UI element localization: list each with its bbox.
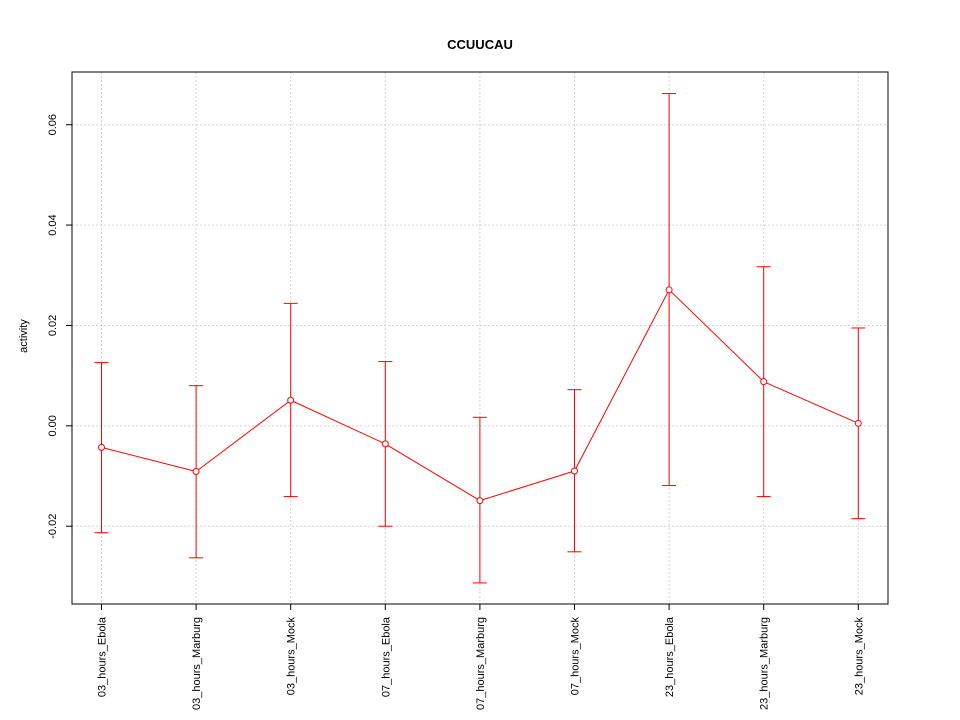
x-tick-label: 03_hours_Marburg bbox=[191, 617, 203, 710]
data-point bbox=[760, 378, 768, 386]
data-point bbox=[571, 467, 578, 475]
series-line-segment bbox=[290, 399, 386, 445]
x-tick-label: 23_hours_Marburg bbox=[759, 617, 771, 710]
x-axis: 03_hours_Ebola 03_hours_Marburg 03_hours_M… bbox=[97, 604, 865, 710]
x-tick-label: 07_hours_Ebola bbox=[380, 616, 392, 697]
x-tick-label: 23_hours_Mock bbox=[853, 617, 865, 696]
y-axis: -0.02 0.00 0.02 0.04 0.06 bbox=[47, 114, 72, 539]
x-tick-label: 03_hours_Ebola bbox=[97, 616, 109, 697]
y-tick-label: 0.00 bbox=[47, 415, 59, 436]
x-tick-label: 07_hours_Mock bbox=[570, 617, 582, 696]
x-tick-label: 23_hours_Ebola bbox=[664, 616, 676, 697]
series-line-segment bbox=[195, 399, 292, 472]
data-point bbox=[381, 440, 389, 448]
x-tick-label: 07_hours_Marburg bbox=[475, 617, 487, 710]
series-line-segment bbox=[385, 443, 481, 502]
error-bars bbox=[94, 93, 866, 584]
data-point bbox=[854, 419, 862, 427]
data-point bbox=[287, 396, 295, 404]
data-points bbox=[98, 286, 862, 505]
data-point bbox=[98, 443, 105, 451]
series-lines bbox=[101, 289, 859, 502]
y-tick-label: -0.02 bbox=[47, 514, 59, 539]
y-tick-label: 0.06 bbox=[47, 114, 59, 135]
chart-title: CCUUCAU bbox=[447, 37, 513, 52]
y-axis-label: activity bbox=[18, 319, 30, 353]
data-point bbox=[665, 286, 673, 294]
y-tick-label: 0.02 bbox=[47, 315, 59, 336]
y-tick-label: 0.04 bbox=[47, 214, 59, 235]
series-line-segment bbox=[101, 446, 197, 472]
series-line-segment bbox=[668, 289, 765, 383]
series-line-segment bbox=[574, 289, 670, 472]
series-line-segment bbox=[763, 381, 859, 424]
series-line-segment bbox=[479, 470, 575, 502]
data-point bbox=[476, 497, 484, 505]
data-point bbox=[192, 468, 200, 476]
x-tick-label: 03_hours_Mock bbox=[286, 617, 298, 696]
